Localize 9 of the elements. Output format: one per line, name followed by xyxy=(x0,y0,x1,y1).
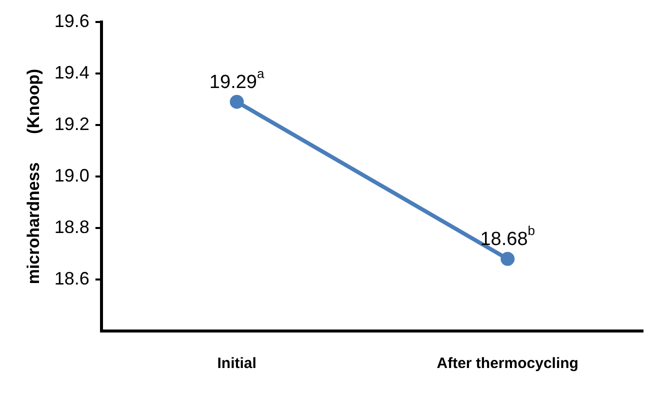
y-tick-label: 18.8 xyxy=(54,216,90,237)
y-axis-title: microhardness (Knoop) xyxy=(24,68,43,284)
y-tick-label: 19.0 xyxy=(54,165,90,186)
y-tick-label: 19.4 xyxy=(54,62,90,82)
y-tick-label: 19.2 xyxy=(54,114,90,134)
x-tick-label: After thermocycling xyxy=(436,355,578,372)
y-tick-label: 19.6 xyxy=(54,10,90,31)
x-tick-label: Initial xyxy=(217,355,256,372)
y-tick-label: 18.6 xyxy=(54,268,90,288)
